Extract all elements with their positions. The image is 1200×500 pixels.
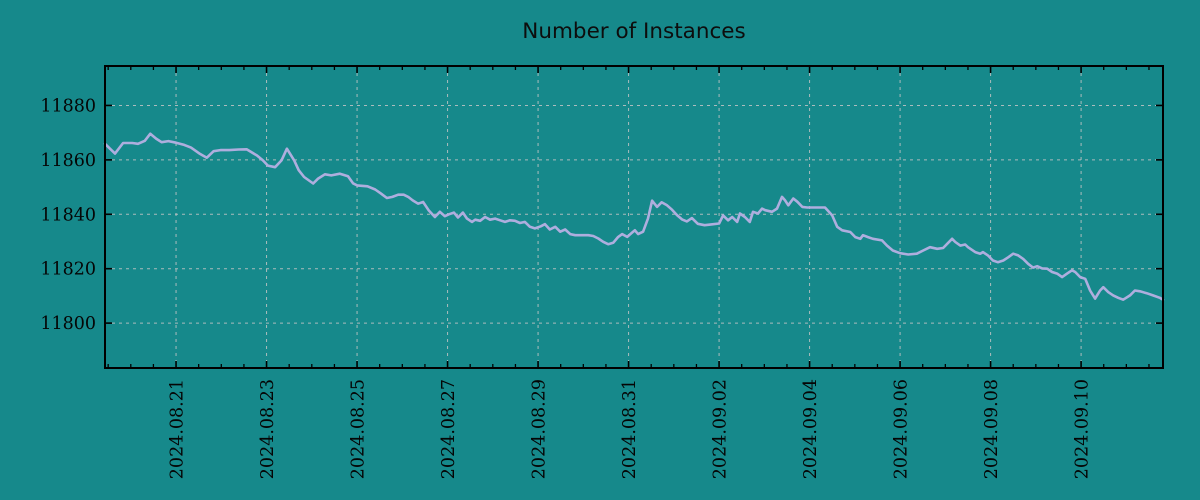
y-tick-label: 11800 bbox=[40, 314, 96, 334]
x-tick-label: 2024.09.08 bbox=[982, 379, 1002, 479]
y-tick-label: 11880 bbox=[40, 96, 96, 116]
x-tick-label: 2024.08.31 bbox=[620, 379, 640, 479]
x-tick-label: 2024.09.02 bbox=[711, 379, 731, 479]
x-tick-label: 2024.08.21 bbox=[168, 379, 188, 479]
y-tick-label: 11840 bbox=[40, 205, 96, 225]
x-tick-label: 2024.08.27 bbox=[439, 379, 459, 479]
chart-title: Number of Instances bbox=[522, 19, 745, 44]
plot-border bbox=[104, 65, 1164, 369]
y-tick-label: 11820 bbox=[40, 260, 96, 280]
x-tick-label: 2024.08.29 bbox=[530, 379, 550, 479]
gridlines bbox=[105, 66, 1163, 368]
axes bbox=[104, 65, 1164, 369]
x-tick-label: 2024.09.10 bbox=[1073, 379, 1093, 479]
y-tick-label: 11860 bbox=[40, 151, 96, 171]
x-tick-label: 2024.08.25 bbox=[349, 379, 369, 479]
x-tick-label: 2024.09.04 bbox=[801, 379, 821, 479]
x-tick-label: 2024.08.23 bbox=[258, 379, 278, 479]
data-series bbox=[103, 132, 1165, 302]
tick-labels: 11800 11820 11840 11860 11880 2024.08.21 2024.… bbox=[40, 96, 1092, 479]
x-tick-label: 2024.09.06 bbox=[892, 379, 912, 479]
series-line-instances bbox=[103, 132, 1165, 302]
